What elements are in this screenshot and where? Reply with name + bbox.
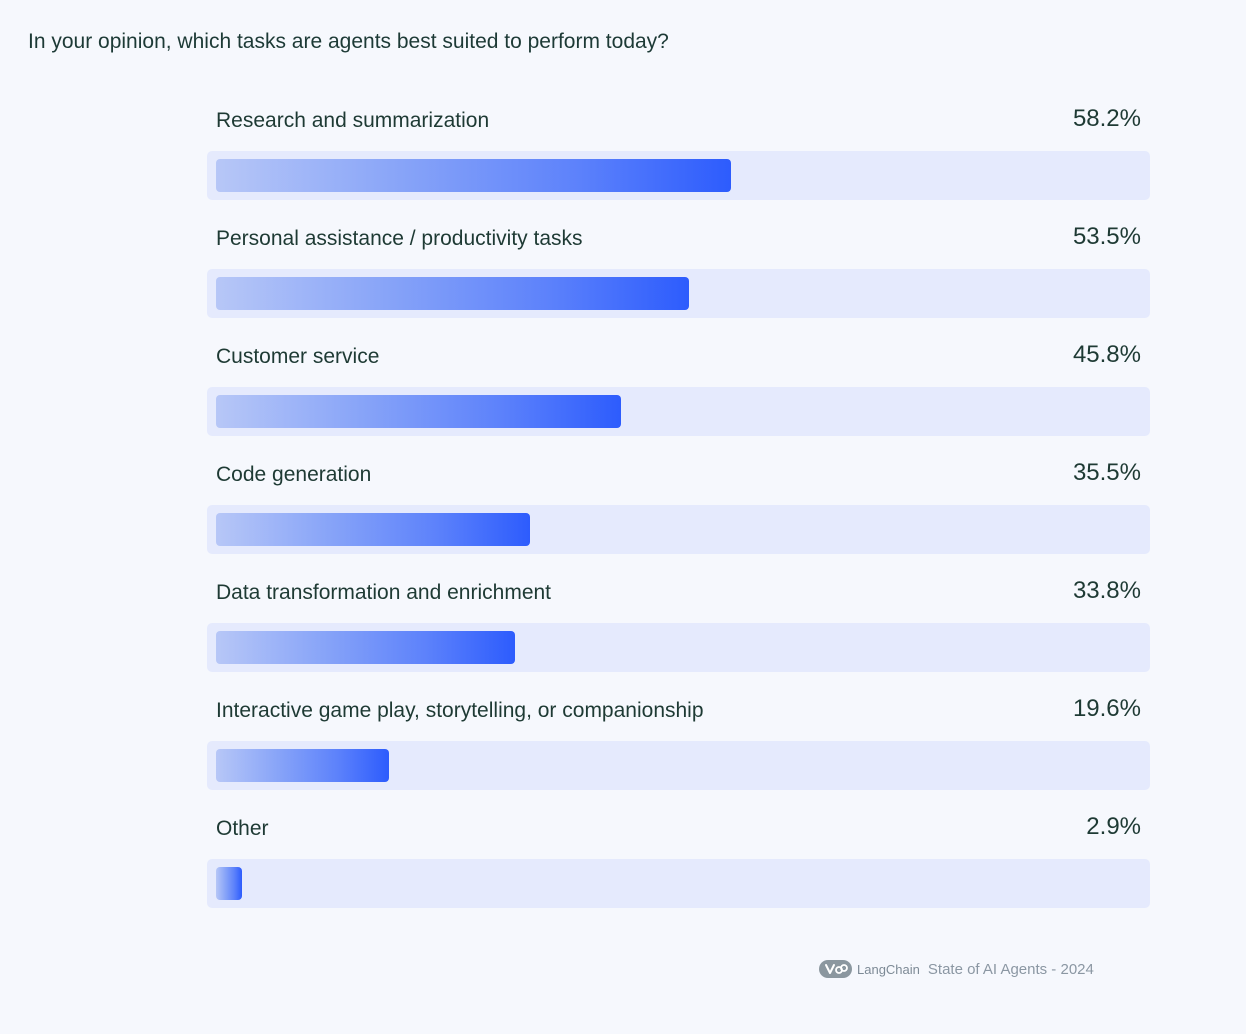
category-label: Personal assistance / productivity tasks (216, 227, 583, 250)
bar-track (207, 151, 1150, 200)
bar (216, 749, 389, 782)
bar (216, 513, 530, 546)
bar (216, 277, 689, 310)
bar (216, 631, 515, 664)
bar-track (207, 269, 1150, 318)
value-label: 45.8% (1072, 341, 1141, 368)
bar-track (207, 623, 1150, 672)
bar-row: Data transformation and enrichment 33.8% (207, 577, 1151, 696)
bar-row: Code generation 35.5% (207, 459, 1151, 578)
value-label: 35.5% (1072, 459, 1141, 486)
category-label: Research and summarization (216, 109, 490, 132)
bar (216, 867, 242, 900)
chart-title: In your opinion, which tasks are agents … (28, 30, 669, 53)
bar-row: Research and summarization 58.2% (207, 105, 1151, 224)
bar (216, 395, 621, 428)
value-label: 19.6% (1072, 695, 1141, 722)
value-label: 2.9% (1086, 813, 1141, 840)
category-label: Customer service (216, 345, 380, 368)
bar-track (207, 741, 1150, 790)
bar-track (207, 505, 1150, 554)
bar-row: Interactive game play, storytelling, or … (207, 695, 1151, 814)
bar-row: Customer service 45.8% (207, 341, 1151, 460)
footer-brand: LangChain (857, 961, 920, 977)
category-label: Interactive game play, storytelling, or … (216, 699, 704, 722)
bar-track (207, 387, 1150, 436)
bar-track (207, 859, 1150, 908)
bar-row: Personal assistance / productivity tasks… (207, 223, 1151, 342)
value-label: 58.2% (1072, 105, 1141, 132)
langchain-logo-icon (819, 960, 852, 978)
value-label: 33.8% (1072, 577, 1141, 604)
value-label: 53.5% (1072, 223, 1141, 250)
bar (216, 159, 731, 192)
category-label: Other (216, 817, 269, 840)
category-label: Code generation (216, 463, 372, 486)
footer-credit: LangChain State of AI Agents - 2024 (819, 958, 1094, 980)
footer-source: State of AI Agents - 2024 (927, 960, 1094, 978)
category-label: Data transformation and enrichment (216, 581, 552, 604)
bar-row: Other 2.9% (207, 813, 1151, 932)
